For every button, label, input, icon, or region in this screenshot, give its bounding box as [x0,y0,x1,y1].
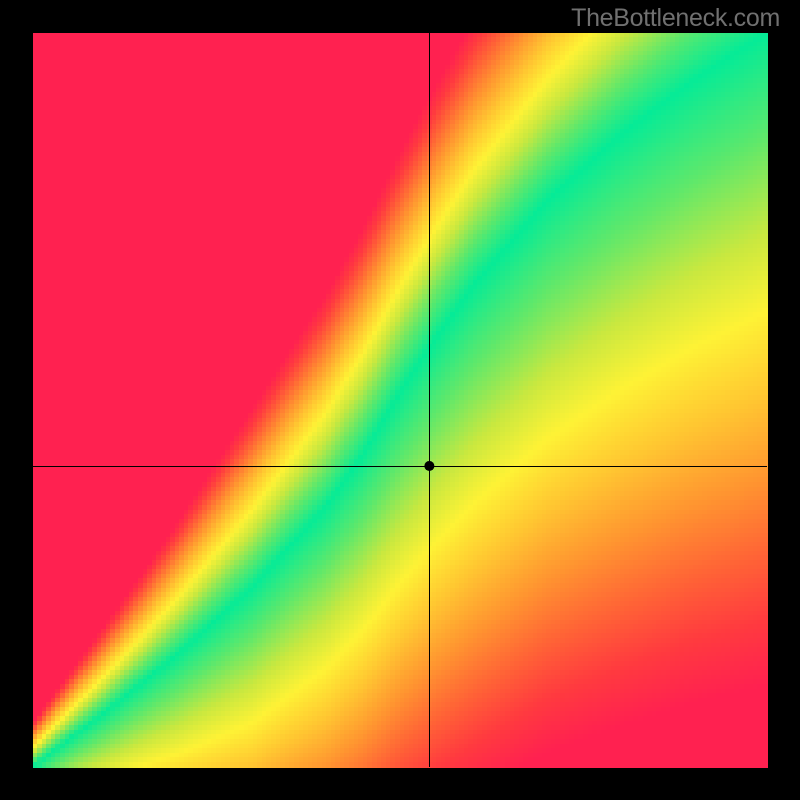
watermark-text: TheBottleneck.com [571,4,780,33]
chart-container: TheBottleneck.com [0,0,800,800]
bottleneck-heatmap [0,0,800,800]
